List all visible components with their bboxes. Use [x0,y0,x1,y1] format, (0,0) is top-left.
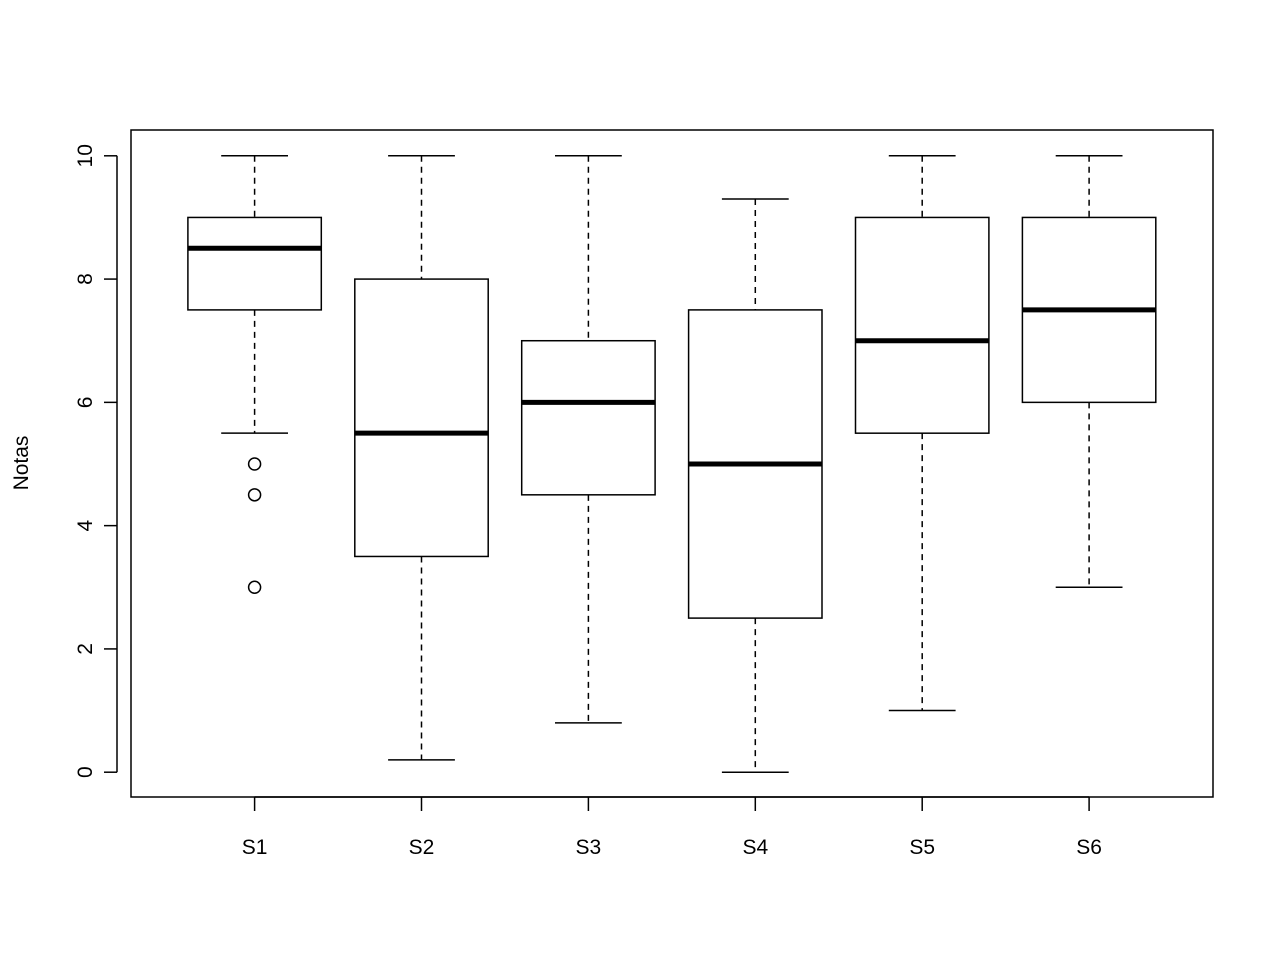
outlier-point [247,580,262,595]
y-tick-label: 4 [74,519,97,531]
outlier-point [247,457,262,471]
x-tick-label: S4 [742,836,768,859]
box-s4 [687,198,823,773]
x-tick-label: S6 [1076,836,1102,859]
iqr-box [854,216,990,434]
outlier-point [247,488,262,502]
x-tick-label: S2 [409,836,435,859]
box-s6 [1021,155,1157,589]
iqr-box [354,278,489,558]
y-tick-label: 0 [74,766,97,778]
box-s5 [854,155,990,712]
iqr-box [520,339,656,496]
y-tick-label: 10 [74,144,97,167]
y-tick-label: 6 [74,397,97,409]
x-tick-label: S3 [576,836,602,859]
boxes-layer [187,155,1157,773]
iqr-box [187,216,323,311]
x-axis: S1 S2 S3 S4 S5 S6 [242,796,1102,859]
y-tick-label: 8 [74,273,97,285]
y-tick-label: 2 [74,643,97,655]
box-s1 [187,155,323,595]
y-axis: 0 2 4 6 8 10 [74,144,118,778]
y-axis-label: Notas [10,436,33,491]
x-tick-label: S1 [242,836,268,859]
box-s3 [520,155,656,724]
box-s2 [354,155,489,761]
x-tick-label: S5 [909,836,935,859]
